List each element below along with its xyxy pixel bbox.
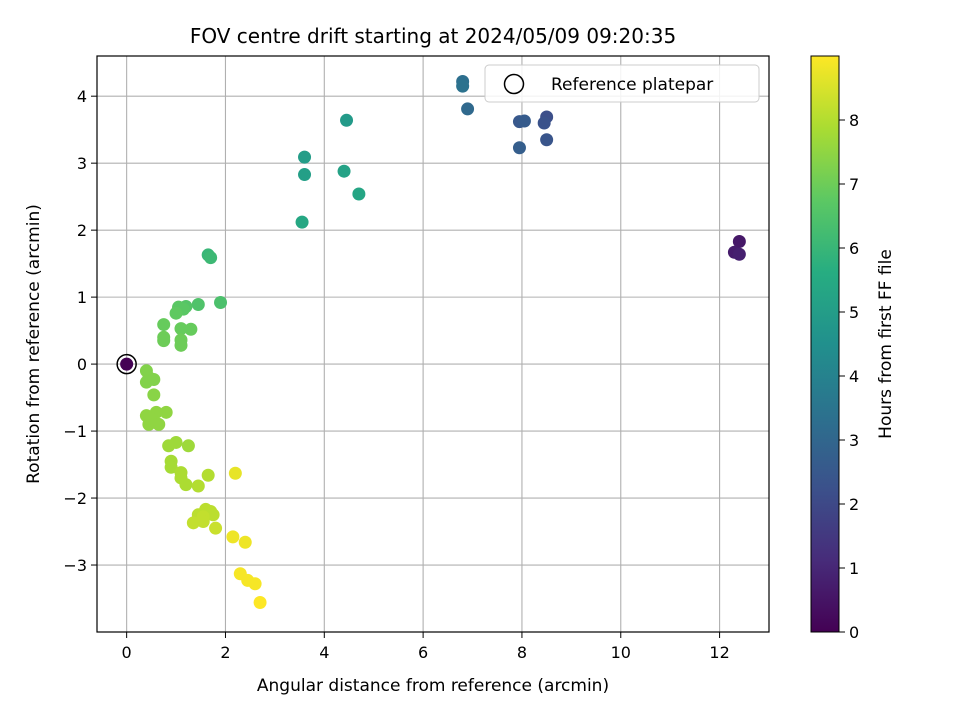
data-points — [116, 74, 746, 610]
x-axis-ticks: 0 2 4 6 8 10 12 — [122, 632, 730, 662]
x-tick-label: 4 — [319, 643, 329, 662]
y-tick-label: 0 — [77, 355, 87, 374]
chart-title: FOV centre drift starting at 2024/05/09 … — [190, 24, 676, 48]
data-point — [191, 479, 205, 493]
y-tick-label: 3 — [77, 154, 87, 173]
x-axis-label: Angular distance from reference (arcmin) — [257, 676, 609, 696]
y-tick-label: −2 — [63, 489, 87, 508]
data-point — [337, 164, 351, 178]
colorbar-tick-label: 0 — [849, 623, 859, 642]
data-point — [732, 247, 746, 261]
data-point — [228, 466, 242, 480]
data-point — [179, 478, 193, 492]
data-point — [201, 468, 215, 482]
data-point — [226, 530, 240, 544]
x-tick-label: 8 — [517, 643, 527, 662]
data-point — [142, 417, 156, 431]
data-point — [340, 113, 354, 127]
colorbar-tick-label: 6 — [849, 239, 859, 258]
legend: Reference platepar — [484, 64, 760, 103]
data-point — [248, 577, 262, 591]
y-tick-label: 4 — [77, 87, 87, 106]
colorbar-tick-label: 4 — [849, 367, 859, 386]
data-point — [184, 322, 198, 336]
legend-box — [484, 64, 760, 103]
y-axis-label: Rotation from reference (arcmin) — [24, 204, 44, 484]
data-point — [169, 435, 183, 449]
colorbar-tick-label: 3 — [849, 431, 859, 450]
data-point — [159, 405, 173, 419]
data-point — [181, 439, 195, 453]
x-tick-label: 2 — [220, 643, 230, 662]
data-point — [540, 133, 554, 147]
data-point — [169, 306, 183, 320]
x-tick-label: 12 — [709, 643, 729, 662]
grid — [97, 56, 769, 632]
plot-frame — [96, 55, 770, 633]
data-point — [209, 521, 223, 535]
colorbar-tick-label: 1 — [849, 559, 859, 578]
data-point — [186, 516, 200, 530]
data-point — [238, 535, 252, 549]
y-tick-label: 2 — [77, 221, 87, 240]
x-tick-label: 10 — [611, 643, 631, 662]
data-point — [204, 251, 218, 265]
data-point — [214, 295, 228, 309]
data-point — [352, 187, 366, 201]
data-point — [147, 388, 161, 402]
data-point — [157, 318, 171, 332]
colorbar-tick-label: 5 — [849, 303, 859, 322]
data-point — [295, 215, 309, 229]
y-tick-label: −1 — [63, 422, 87, 441]
data-point — [147, 372, 161, 386]
legend-reference-marker — [503, 73, 525, 95]
data-point — [298, 150, 312, 164]
data-point — [206, 508, 220, 522]
data-point — [164, 460, 178, 474]
y-axis-ticks: −3 −2 −1 0 1 2 3 4 — [63, 87, 97, 575]
y-tick-label: −3 — [63, 556, 87, 575]
data-point — [517, 114, 531, 128]
data-point — [191, 297, 205, 311]
data-point — [196, 514, 210, 528]
colorbar-tick-label: 8 — [849, 111, 859, 130]
x-tick-label: 0 — [122, 643, 132, 662]
colorbar: 0 1 2 3 4 5 6 7 8 Hours from first FF file — [810, 55, 896, 642]
data-point — [512, 141, 526, 155]
data-point — [174, 322, 188, 336]
colorbar-label: Hours from first FF file — [876, 249, 896, 439]
colorbar-gradient — [810, 55, 840, 633]
data-point — [157, 334, 171, 348]
data-point — [456, 79, 470, 93]
data-point — [253, 596, 267, 610]
y-tick-label: 1 — [77, 288, 87, 307]
legend-entry-reference: Reference platepar — [551, 75, 713, 95]
reference-platepar-marker — [116, 353, 137, 375]
data-point — [537, 116, 551, 130]
colorbar-tick-label: 2 — [849, 495, 859, 514]
colorbar-ticks: 0 1 2 3 4 5 6 7 8 — [839, 111, 859, 642]
data-point — [298, 168, 312, 182]
colorbar-tick-label: 7 — [849, 175, 859, 194]
x-tick-label: 6 — [418, 643, 428, 662]
data-point — [152, 417, 166, 431]
reference-point-fill — [120, 357, 134, 371]
data-point — [732, 235, 746, 249]
data-point — [174, 338, 188, 352]
data-point — [461, 102, 475, 116]
